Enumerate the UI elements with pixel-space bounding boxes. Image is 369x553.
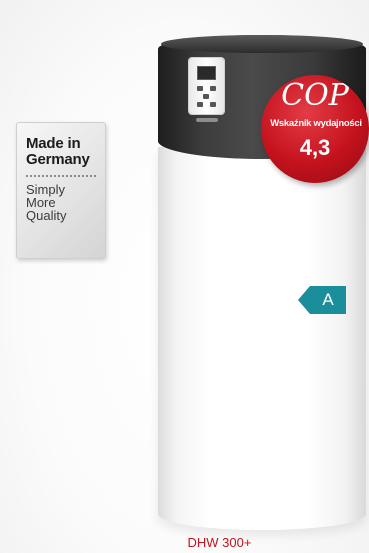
control-display [197,66,216,80]
tank-body [158,147,366,530]
badge-subtitle: Simply More Quality [26,182,67,223]
badge-title: Made in Germany [26,135,90,168]
control-button [210,86,216,91]
badge-divider [26,175,96,177]
energy-class-tag: A [298,286,348,314]
brand-logo [196,118,218,122]
control-button [203,94,209,99]
energy-class-label: A [310,286,346,314]
product-name[interactable]: DHW 300+ [187,535,252,550]
control-button [210,102,216,107]
cop-title: COP [281,78,349,113]
energy-class-arrow [298,286,310,314]
control-button [197,102,203,107]
made-in-germany-badge: Made in Germany Simply More Quality [16,122,106,259]
tank-top-rim [161,35,363,53]
control-panel [189,58,224,114]
cop-value: 4,3 [299,135,331,160]
cop-seal: COP Wskaźnik wydajności 4,3 [261,75,369,183]
control-button [197,86,203,91]
cop-label: Wskaźnik wydajności [270,118,362,129]
